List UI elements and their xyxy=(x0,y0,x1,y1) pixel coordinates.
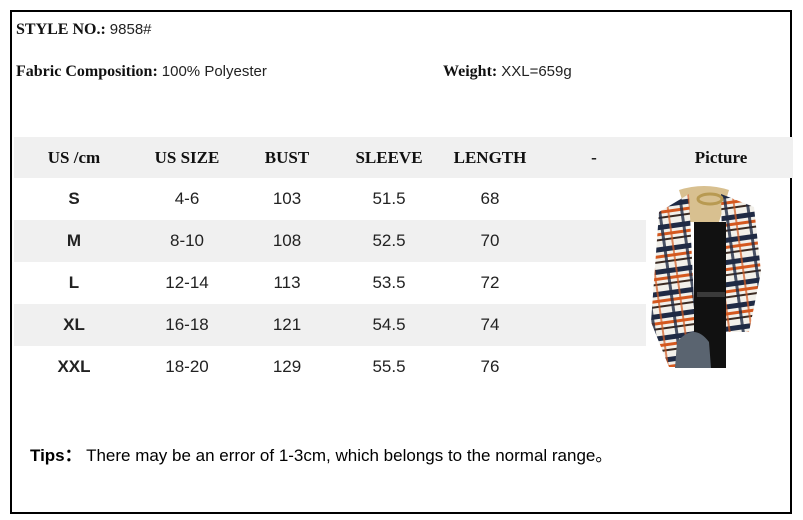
table-row: M 8-10 108 52.5 70 xyxy=(14,220,646,262)
bust-cell: 103 xyxy=(272,189,302,208)
style-value: 9858# xyxy=(109,21,152,38)
weight-label: Weight: xyxy=(443,63,498,80)
header-us-size: US SIZE xyxy=(154,148,220,167)
table-row: L 12-14 113 53.5 72 xyxy=(14,262,646,304)
header-dash: - xyxy=(591,148,597,167)
us-size-cell: 16-18 xyxy=(165,315,209,334)
fabric-value: 100% Polyester xyxy=(161,63,267,80)
bust-cell: 121 xyxy=(272,315,302,334)
product-picture xyxy=(649,182,762,368)
style-number: STYLE NO.: 9858# xyxy=(16,21,152,39)
weight: Weight: XXL=659g xyxy=(443,63,572,81)
size-cell: XL xyxy=(63,315,85,334)
us-size-cell: 8-10 xyxy=(169,231,205,250)
weight-value: XXL=659g xyxy=(501,63,572,80)
table-row: XXL 18-20 129 55.5 76 xyxy=(14,346,646,388)
table-row: S 4-6 103 51.5 68 xyxy=(14,178,646,220)
fabric-composition: Fabric Composition: 100% Polyester xyxy=(16,63,267,81)
fabric-label: Fabric Composition: xyxy=(16,63,158,80)
tips: Tips： There may be an error of 1-3cm, wh… xyxy=(30,441,612,466)
size-cell: L xyxy=(68,273,80,292)
header-sleeve: SLEEVE xyxy=(355,148,423,167)
length-cell: 76 xyxy=(480,357,500,376)
sleeve-cell: 54.5 xyxy=(372,315,406,334)
bust-cell: 129 xyxy=(272,357,302,376)
header-length: LENGTH xyxy=(453,148,527,167)
size-cell: M xyxy=(66,231,82,250)
length-cell: 72 xyxy=(480,273,500,292)
tips-text: There may be an error of 1-3cm, which be… xyxy=(86,446,613,465)
size-chart-frame xyxy=(10,10,792,514)
us-size-cell: 18-20 xyxy=(165,357,209,376)
length-cell: 68 xyxy=(480,189,500,208)
bust-cell: 108 xyxy=(272,231,302,250)
length-cell: 70 xyxy=(480,231,500,250)
us-size-cell: 12-14 xyxy=(165,273,209,292)
size-cell: XXL xyxy=(57,357,91,376)
plaid-shirt-jacket-photo-icon xyxy=(651,186,761,368)
sleeve-cell: 52.5 xyxy=(372,231,406,250)
size-cell: S xyxy=(68,189,80,208)
bust-cell: 113 xyxy=(273,273,301,292)
tips-label: Tips： xyxy=(30,446,82,465)
table-header: US /cm US SIZE BUST SLEEVE LENGTH - Pict… xyxy=(14,137,793,178)
sleeve-cell: 55.5 xyxy=(372,357,406,376)
header-bust: BUST xyxy=(264,148,310,167)
length-cell: 74 xyxy=(480,315,500,334)
us-size-cell: 4-6 xyxy=(174,189,200,208)
header-us-cm: US /cm xyxy=(47,148,101,167)
header-picture: Picture xyxy=(694,148,748,167)
sleeve-cell: 51.5 xyxy=(372,189,406,208)
table-row: XL 16-18 121 54.5 74 xyxy=(14,304,646,346)
sleeve-cell: 53.5 xyxy=(372,273,406,292)
style-label: STYLE NO.: xyxy=(16,21,106,38)
